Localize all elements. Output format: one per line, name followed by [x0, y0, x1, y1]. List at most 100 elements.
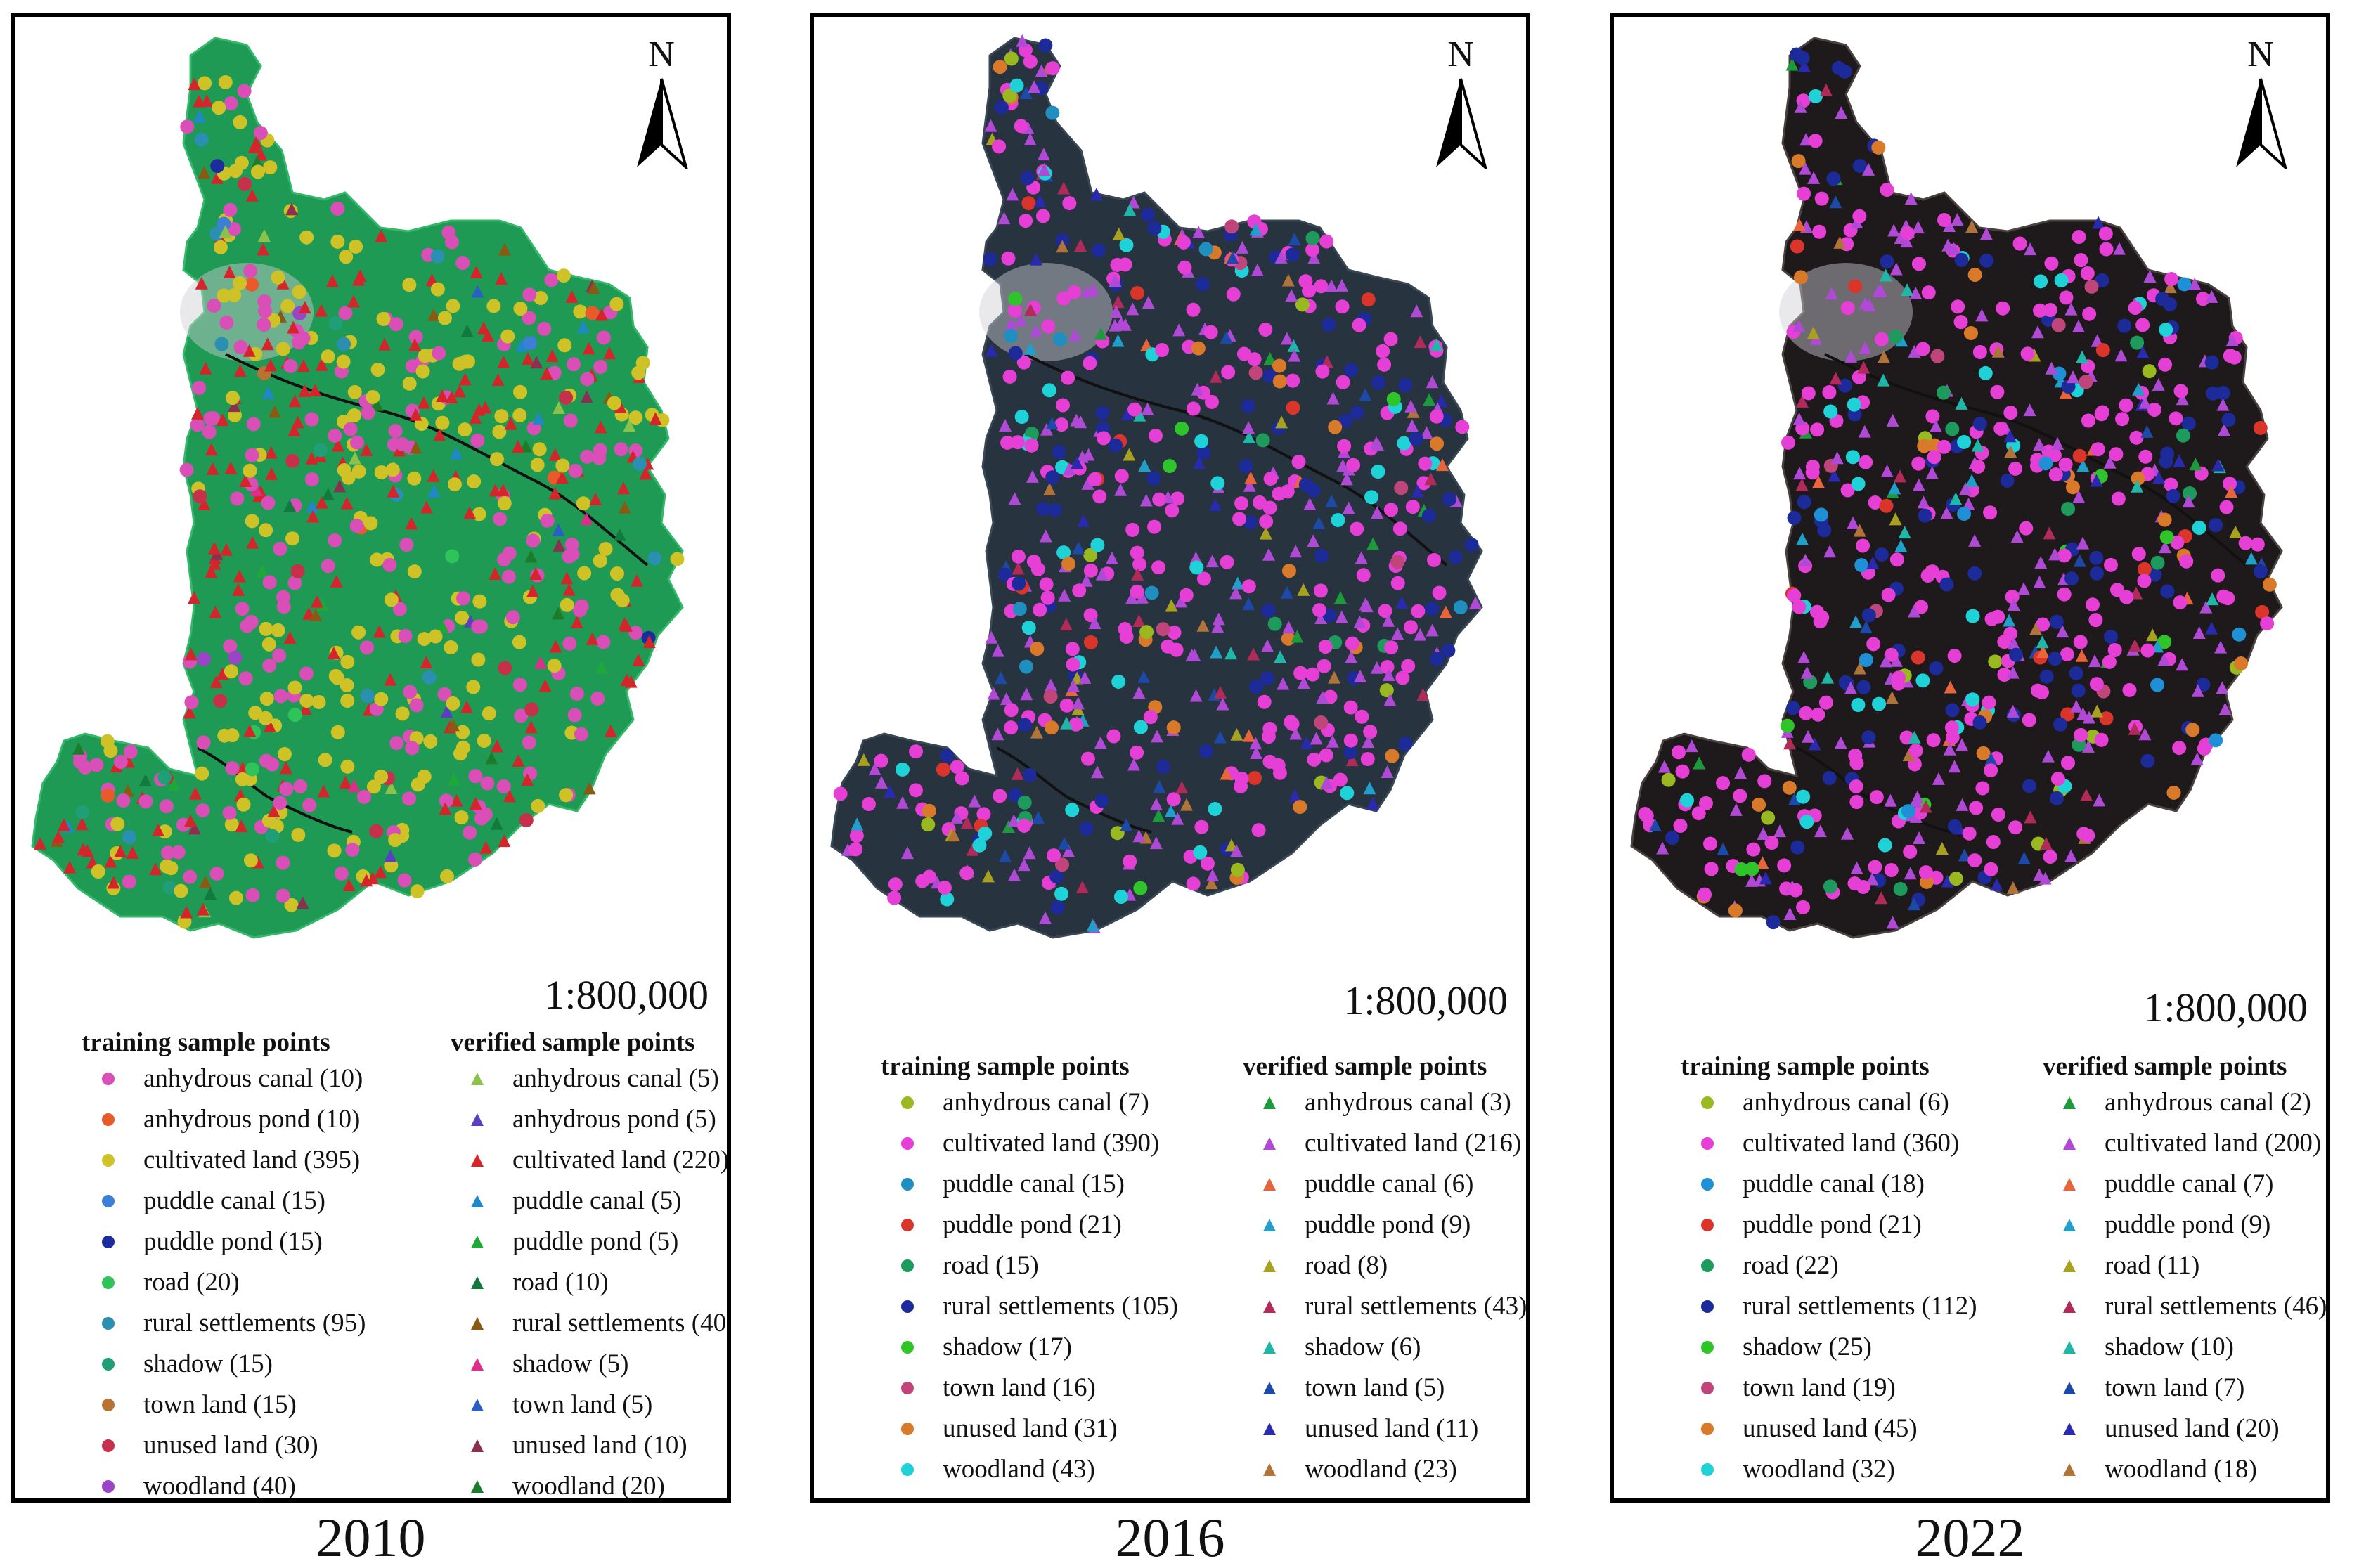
circle-marker-icon: [1701, 1300, 1714, 1313]
verified-sample-point: [180, 905, 193, 919]
legend-label: anhydrous canal (2): [2105, 1088, 2311, 1117]
training-sample-point: [2157, 635, 2172, 649]
verified-sample-point: [2132, 382, 2145, 396]
circle-marker-icon: [1701, 1178, 1714, 1191]
training-sample-point: [1927, 450, 1941, 465]
verified-sample-point: [1175, 781, 1189, 794]
training-sample-point: [530, 458, 545, 472]
training-sample-point: [1976, 746, 1991, 760]
triangle-marker-icon: [471, 1154, 484, 1167]
verified-sample-point: [560, 571, 574, 585]
verified-sample-point: [1404, 399, 1418, 413]
training-sample-point: [1949, 872, 1963, 886]
training-sample-point: [1403, 620, 1418, 635]
training-sample-point: [439, 793, 453, 808]
legend-label: town land (5): [1305, 1373, 1445, 1402]
verified-sample-point: [1435, 458, 1449, 472]
training-sample-point: [1849, 779, 1863, 793]
training-sample-point: [1921, 285, 1936, 300]
training-legend: training sample points anhydrous canal (…: [881, 1051, 1178, 1490]
legend-label: woodland (32): [1743, 1455, 1895, 1484]
verified-sample-point: [1828, 469, 1841, 482]
legend-label: rural settlements (40): [512, 1309, 731, 1337]
triangle-marker-icon: [2063, 1341, 2076, 1354]
training-sample-point: [1285, 247, 1300, 262]
training-sample-point: [472, 594, 487, 609]
training-sample-point: [159, 799, 174, 814]
training-sample-point: [567, 708, 582, 723]
training-sample-point: [1879, 498, 1894, 513]
verified-sample-point: [1844, 349, 1858, 363]
verified-sample-point: [1023, 132, 1037, 145]
verified-sample-point: [1959, 482, 1972, 495]
training-sample-point: [397, 873, 412, 888]
training-sample-point: [492, 425, 507, 439]
training-sample-point: [245, 448, 259, 462]
training-sample-point: [1147, 221, 1162, 235]
verified-sample-point: [1336, 459, 1350, 472]
legend-item: shadow (15): [82, 1344, 366, 1385]
training-sample-point: [940, 892, 955, 907]
training-sample-point: [1312, 603, 1326, 618]
legend-item: town land (16): [881, 1368, 1178, 1408]
verified-sample-point: [632, 653, 645, 666]
legend-label: rural settlements (105): [943, 1292, 1178, 1321]
training-sample-point: [292, 285, 306, 299]
verified-sample-point: [1094, 736, 1107, 749]
legend-label: puddle pond (15): [143, 1227, 323, 1256]
verified-sample-point: [1188, 648, 1201, 661]
verified-sample-point: [1139, 493, 1153, 507]
training-sample-point: [1405, 500, 1420, 514]
training-sample-point: [1925, 409, 1940, 424]
training-sample-point: [351, 625, 366, 640]
training-sample-point: [453, 746, 467, 761]
verified-sample-point: [126, 845, 139, 859]
training-sample-point: [359, 640, 374, 655]
training-sample-point: [1155, 343, 1170, 358]
verified-sample-point: [1366, 797, 1379, 810]
training-sample-point: [1856, 538, 1870, 553]
verified-sample-point: [545, 349, 559, 362]
training-sample-point: [1281, 564, 1296, 578]
verified-sample-point: [199, 361, 212, 375]
verified-sample-point: [1958, 848, 1971, 862]
training-sample-point: [2238, 536, 2253, 550]
training-sample-point: [1305, 242, 1320, 257]
verified-sample-point: [1149, 836, 1163, 850]
training-sample-point: [1220, 555, 1234, 569]
verified-sample-point: [1312, 517, 1326, 530]
verified-sample-point: [1889, 654, 1903, 667]
training-sample-point: [1954, 252, 1969, 267]
training-sample-point: [2173, 595, 2188, 610]
training-sample-point: [1797, 495, 1811, 510]
legend-label: shadow (25): [1743, 1333, 1872, 1361]
verified-sample-point: [874, 775, 888, 789]
verified-sample-point: [1773, 824, 1786, 838]
verified-sample-point: [1081, 477, 1094, 490]
verified-sample-point: [498, 834, 511, 848]
verified-sample-point: [2229, 525, 2242, 538]
verified-sample-point: [1039, 529, 1052, 543]
verified-sample-point: [436, 620, 449, 633]
verified-sample-point: [373, 625, 386, 638]
training-sample-point: [1975, 781, 1990, 796]
training-sample-point: [340, 654, 355, 669]
verified-sample-point: [1814, 824, 1827, 838]
verified-sample-point: [950, 810, 964, 824]
verified-sample-point: [1033, 194, 1047, 207]
training-sample-point: [180, 119, 195, 134]
training-sample-point: [430, 249, 445, 264]
training-sample-point: [2164, 272, 2179, 287]
triangle-marker-icon: [471, 1276, 484, 1289]
legend-label: cultivated land (395): [143, 1146, 361, 1174]
training-sample-point: [430, 282, 445, 297]
training-sample-point: [258, 711, 273, 725]
training-sample-point: [1953, 315, 1968, 330]
training-sample-point: [385, 462, 400, 477]
training-sample-point: [1319, 748, 1333, 763]
training-sample-point: [1455, 420, 1470, 434]
verified-sample-point: [1968, 533, 1982, 547]
training-sample-point: [540, 513, 555, 528]
triangle-marker-icon: [471, 1358, 484, 1371]
verified-sample-point: [1325, 279, 1338, 292]
